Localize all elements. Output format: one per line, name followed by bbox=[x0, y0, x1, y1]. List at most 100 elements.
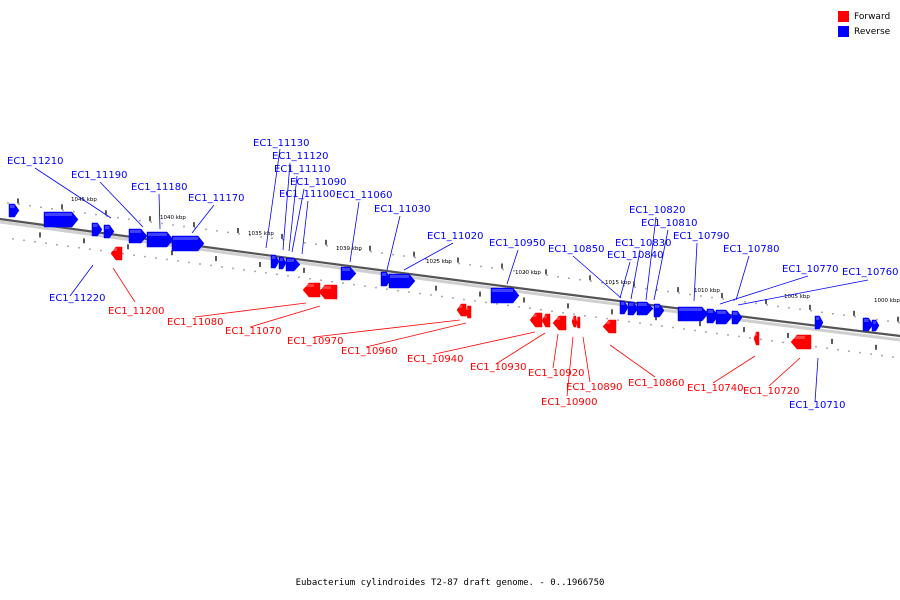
legend-forward-label: Forward bbox=[854, 11, 891, 22]
gene-label-reverse: EC1_10780 bbox=[723, 244, 779, 255]
gene-highlight bbox=[45, 213, 72, 216]
reverse-gene-arrow bbox=[278, 256, 287, 270]
reverse-gene-arrow bbox=[862, 317, 874, 332]
gene-label-forward: EC1_11200 bbox=[108, 306, 164, 317]
gene-label-forward: EC1_10960 bbox=[341, 346, 397, 357]
reverse-gene-arrow bbox=[8, 203, 20, 218]
label-leader-line bbox=[768, 357, 801, 387]
kbp-tick-label: 1025 kbp bbox=[426, 259, 452, 265]
reverse-gene-arrow bbox=[103, 224, 115, 239]
gene-features bbox=[8, 203, 880, 350]
gene-highlight bbox=[148, 233, 167, 236]
reverse-gene-arrow bbox=[619, 300, 629, 315]
gene-label-reverse: EC1_10950 bbox=[489, 238, 545, 249]
reverse-gene-arrow bbox=[814, 315, 824, 330]
label-leader-line bbox=[619, 261, 631, 299]
label-leader-line bbox=[365, 322, 467, 348]
label-leader-line bbox=[693, 242, 698, 302]
label-leader-line bbox=[712, 355, 756, 384]
gene-label-reverse: EC1_10790 bbox=[673, 231, 729, 242]
gene-label-forward: EC1_10860 bbox=[628, 378, 684, 389]
forward-gene-arrow bbox=[790, 334, 812, 350]
legend: Forward Reverse bbox=[838, 9, 890, 39]
gene-label-reverse: EC1_11210 bbox=[7, 156, 63, 167]
gene-label-reverse: EC1_11130 bbox=[253, 138, 309, 149]
gene-highlight bbox=[629, 303, 634, 306]
kbp-tick-label: 1005 kbp bbox=[784, 294, 810, 300]
gene-label-reverse: EC1_11190 bbox=[71, 170, 127, 181]
label-leader-line bbox=[158, 193, 161, 230]
gene-highlight bbox=[130, 230, 141, 233]
label-leader-line bbox=[288, 175, 298, 252]
gene-label-reverse: EC1_11220 bbox=[49, 293, 105, 304]
gene-highlight bbox=[287, 259, 294, 262]
gene-label-reverse: EC1_10830 bbox=[615, 238, 671, 249]
label-leader-line bbox=[282, 162, 291, 251]
label-leader-line bbox=[645, 216, 657, 301]
gene-label-reverse: EC1_11100 bbox=[279, 189, 335, 200]
label-leader-line bbox=[719, 275, 809, 305]
label-leader-line bbox=[609, 344, 656, 378]
gene-highlight bbox=[708, 310, 714, 313]
gene-highlight bbox=[280, 258, 283, 261]
gene-highlight bbox=[873, 321, 876, 324]
forward-swatch bbox=[838, 11, 849, 22]
gene-highlight bbox=[679, 308, 702, 311]
label-leader-line bbox=[735, 255, 750, 301]
forward-gene-arrow bbox=[318, 284, 338, 300]
label-leader-line bbox=[814, 357, 819, 403]
gene-highlight bbox=[573, 317, 575, 320]
forward-gene-arrow bbox=[575, 316, 581, 329]
gene-highlight bbox=[755, 333, 757, 336]
gene-highlight bbox=[458, 305, 462, 308]
gene-highlight bbox=[543, 315, 547, 318]
forward-gene-arrow bbox=[552, 315, 567, 331]
gene-label-forward: EC1_11070 bbox=[225, 326, 281, 337]
label-leader-line bbox=[191, 204, 215, 234]
gene-highlight bbox=[173, 237, 198, 240]
reverse-gene-arrow bbox=[636, 301, 654, 316]
label-leader-line bbox=[403, 242, 454, 271]
gene-label-forward: EC1_11080 bbox=[167, 317, 223, 328]
label-leader-line bbox=[495, 332, 546, 365]
kbp-tick-label: 1015 kbp bbox=[605, 280, 631, 286]
gene-label-reverse: EC1_11180 bbox=[131, 182, 187, 193]
forward-gene-arrow bbox=[464, 305, 472, 319]
reverse-gene-arrow bbox=[270, 254, 280, 269]
reverse-gene-arrow bbox=[128, 228, 148, 244]
kbp-tick-label: 1035 kbp bbox=[248, 231, 274, 237]
gene-highlight bbox=[390, 275, 409, 278]
gene-highlight bbox=[554, 317, 561, 320]
gene-highlight bbox=[864, 319, 869, 322]
gene-label-reverse: EC1_10760 bbox=[842, 267, 898, 278]
gene-label-reverse: EC1_11120 bbox=[272, 151, 328, 162]
gene-label-reverse: EC1_10850 bbox=[548, 244, 604, 255]
label-leader-line bbox=[630, 249, 641, 300]
gene-highlight bbox=[382, 273, 387, 276]
kbp-tick-label: 1010 kbp bbox=[694, 288, 720, 294]
reverse-gene-arrow bbox=[653, 303, 665, 318]
gene-label-reverse: EC1_10840 bbox=[607, 250, 663, 261]
gene-highlight bbox=[816, 317, 820, 320]
forward-gene-arrow bbox=[529, 312, 543, 328]
reverse-gene-arrow bbox=[91, 222, 103, 237]
reverse-gene-arrow bbox=[731, 310, 743, 325]
gene-label-reverse: EC1_11060 bbox=[336, 190, 392, 201]
gene-highlight bbox=[717, 311, 726, 314]
forward-gene-arrow bbox=[456, 303, 467, 317]
label-leader-line bbox=[194, 302, 307, 318]
gene-label-forward: EC1_10920 bbox=[528, 368, 584, 379]
label-leader-line bbox=[69, 264, 94, 297]
reverse-gene-arrow bbox=[490, 287, 520, 304]
gene-label-forward: EC1_10970 bbox=[287, 336, 343, 347]
gene-label-reverse: EC1_10820 bbox=[629, 205, 685, 216]
label-leader-line bbox=[265, 148, 281, 249]
reverse-gene-arrow bbox=[871, 319, 880, 332]
gene-label-forward: EC1_10740 bbox=[687, 383, 743, 394]
kbp-tick-label: 1020 kbp bbox=[515, 270, 541, 276]
label-leader-line bbox=[386, 215, 401, 271]
label-leader-line bbox=[291, 188, 305, 253]
